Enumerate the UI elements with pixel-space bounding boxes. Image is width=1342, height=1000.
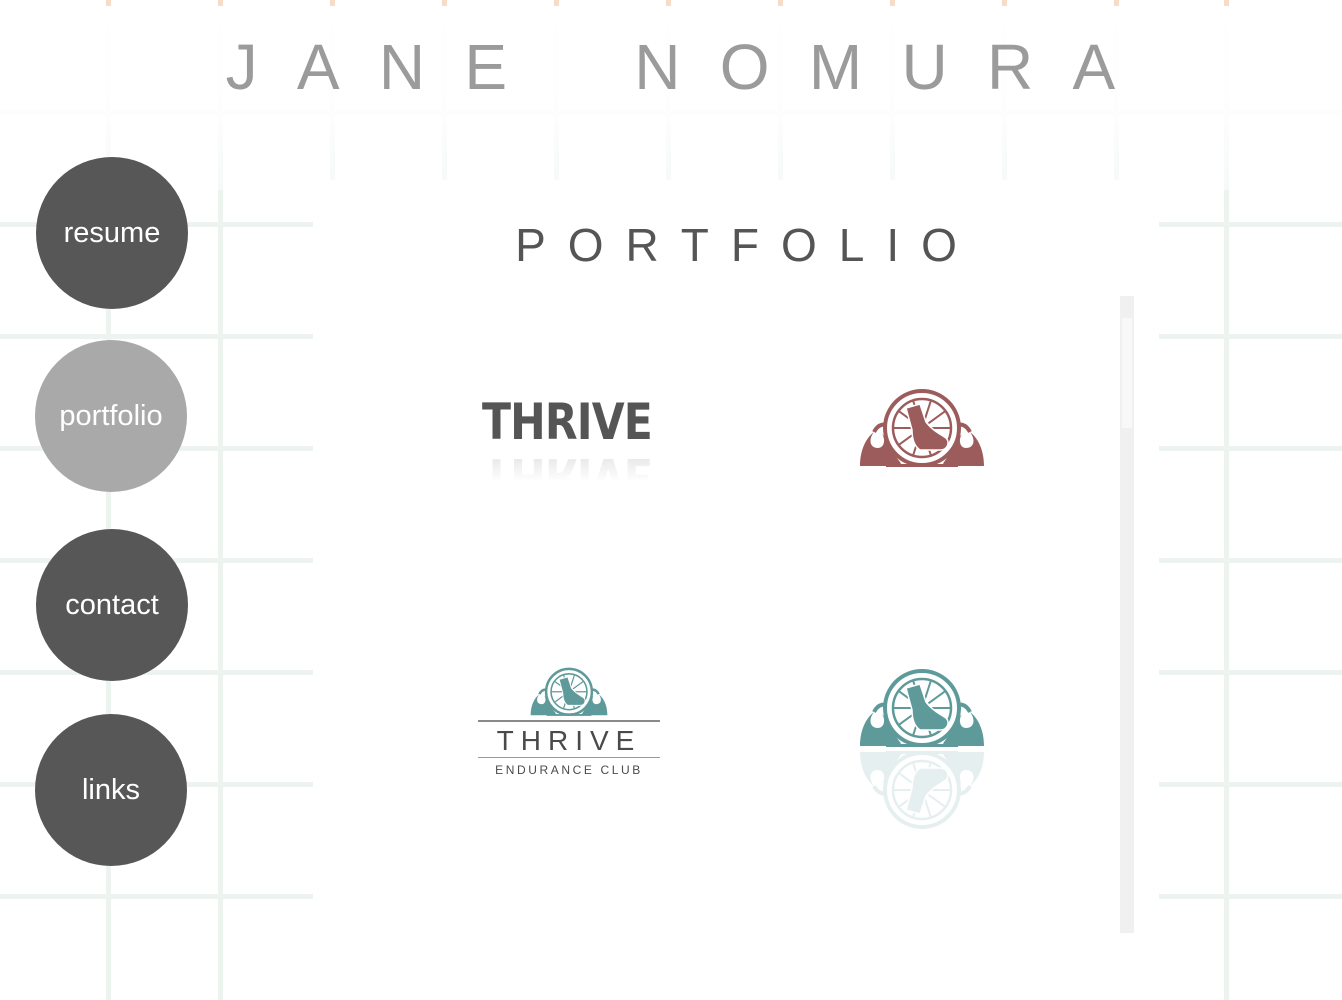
nav-contact-button[interactable]: contact	[36, 529, 188, 681]
portfolio-item-thrive-endurance-club[interactable]: THRIVE ENDURANCE CLUB	[478, 667, 660, 779]
shoe-wheel-wave-logo-icon	[530, 667, 608, 716]
shoe-wheel-wave-logo-icon	[860, 669, 984, 747]
portfolio-item-thrive-wordmark[interactable]: THRIVE THRIVE	[482, 393, 672, 505]
shoe-wheel-wave-logo-icon	[860, 389, 984, 467]
divider-bottom	[478, 757, 660, 758]
divider-top	[478, 720, 660, 722]
nav-resume-button[interactable]: resume	[36, 157, 188, 309]
portfolio-panel	[313, 180, 1159, 1000]
portfolio-item-teal-logo[interactable]	[856, 668, 988, 829]
nav-links-button[interactable]: links	[35, 714, 187, 866]
thrive-wordmark-text: THRIVE	[482, 393, 653, 451]
scrollbar-thumb[interactable]	[1122, 318, 1132, 428]
club-name: THRIVE	[496, 725, 642, 756]
nav-portfolio-button[interactable]: portfolio	[35, 340, 187, 492]
club-subtitle: ENDURANCE CLUB	[495, 763, 643, 777]
thrive-wordmark-reflection: THRIVE	[482, 447, 652, 505]
portfolio-item-maroon-logo[interactable]	[856, 388, 988, 472]
logo-reflection	[860, 751, 984, 829]
scrollbar-track[interactable]	[1120, 296, 1134, 933]
